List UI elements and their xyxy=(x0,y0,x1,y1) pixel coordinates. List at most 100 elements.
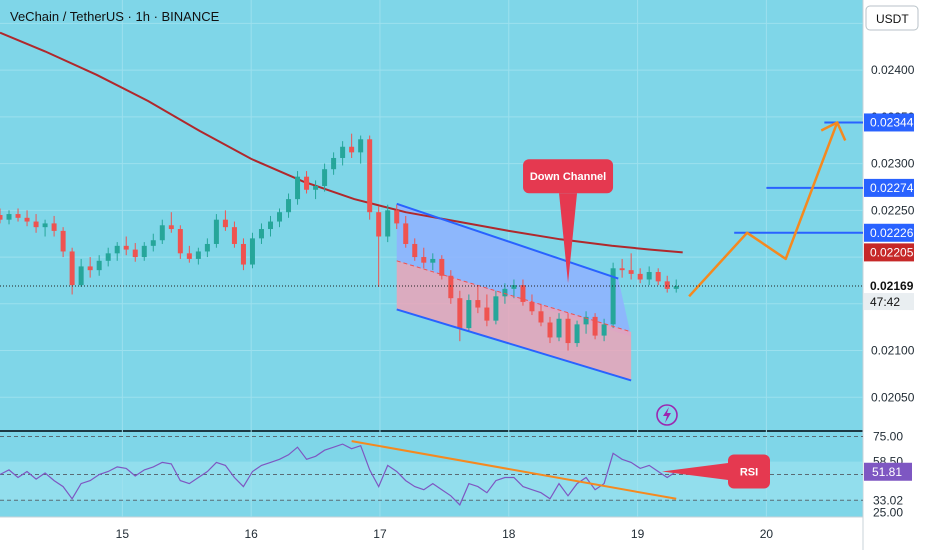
candle-body xyxy=(556,318,562,338)
candle-body xyxy=(286,199,292,213)
candle xyxy=(403,215,409,248)
price-axis-tick-label: 0.02050 xyxy=(871,390,915,404)
candle-body xyxy=(349,146,355,153)
candle-body xyxy=(258,229,264,239)
rsi-line xyxy=(0,443,677,506)
candle xyxy=(304,171,310,194)
candle-body xyxy=(655,272,661,282)
candle-body xyxy=(484,307,490,321)
candle xyxy=(105,247,111,267)
time-axis-tick-label: 16 xyxy=(244,527,258,541)
candle xyxy=(295,171,301,205)
candle-body xyxy=(529,301,535,312)
candle-body xyxy=(69,251,75,286)
candle-body xyxy=(493,296,499,321)
candle xyxy=(15,208,21,222)
chart-title: VeChain / TetherUS · 1h · BINANCE xyxy=(10,9,220,24)
rsi-axis-tick-label: 25.00 xyxy=(873,505,903,519)
rsi-callout: RSI xyxy=(662,454,770,489)
candle xyxy=(556,313,562,342)
candle xyxy=(277,208,283,228)
candle xyxy=(475,285,481,314)
price-tag: 0.02274 xyxy=(864,178,914,197)
candle xyxy=(249,232,255,269)
channel-middle-line xyxy=(396,260,632,333)
candle xyxy=(340,141,346,166)
rsi-value-tag-label: 51.81 xyxy=(872,465,902,479)
candle xyxy=(358,135,364,164)
candle-body xyxy=(412,243,418,258)
channel-lower-line xyxy=(396,308,632,382)
moving-average-line xyxy=(0,31,683,254)
candle xyxy=(421,247,427,269)
candle-body xyxy=(114,245,120,254)
candle xyxy=(267,215,273,237)
price-axis-tick-label: 0.02400 xyxy=(871,63,915,77)
pane-divider[interactable] xyxy=(0,430,863,432)
lightning-icon[interactable] xyxy=(656,404,678,426)
candle-body xyxy=(60,230,66,252)
candle xyxy=(150,233,156,252)
candle-body xyxy=(15,214,21,218)
candle xyxy=(177,225,183,259)
candle-body xyxy=(295,176,301,200)
candle-body xyxy=(96,260,102,271)
candle-body xyxy=(520,285,526,302)
candle xyxy=(159,219,165,244)
candle xyxy=(87,257,93,278)
candle xyxy=(574,320,580,347)
candle-body xyxy=(664,281,670,289)
candle-body xyxy=(213,219,219,244)
candle-body xyxy=(673,286,679,289)
price-tag-label: 0.02205 xyxy=(870,245,914,259)
price-axis-background xyxy=(863,0,932,550)
candle-body xyxy=(601,324,607,336)
candle-body xyxy=(322,169,328,187)
currency-button-box[interactable] xyxy=(865,5,919,31)
candle xyxy=(213,214,219,248)
price-tag-label: 0.02344 xyxy=(870,115,914,129)
channel-lower-fill xyxy=(396,260,632,381)
candle xyxy=(204,238,210,258)
candle-body xyxy=(150,240,156,246)
candle xyxy=(448,270,454,304)
candle-body xyxy=(583,316,589,325)
candle-body xyxy=(610,268,616,325)
price-tag-label: 0.02169 xyxy=(870,279,914,293)
candle xyxy=(258,223,264,244)
candle xyxy=(69,247,75,295)
rsi-callout-box xyxy=(728,454,770,489)
candle xyxy=(619,258,625,278)
candle xyxy=(42,219,48,237)
down-channel-callout: Down Channel xyxy=(523,159,614,284)
price-axis-tick-label: 0.02300 xyxy=(871,157,915,171)
candle xyxy=(231,221,237,248)
price-tag: 0.02226 xyxy=(864,223,914,242)
candle xyxy=(538,303,544,327)
candle xyxy=(96,255,102,276)
candle-body xyxy=(141,245,147,258)
candle-body xyxy=(340,146,346,158)
candle-body xyxy=(51,223,57,231)
currency-label[interactable]: USDT xyxy=(876,12,909,26)
candle-body xyxy=(123,245,129,250)
candle-body xyxy=(421,257,427,263)
candle xyxy=(484,294,490,327)
candle-body xyxy=(502,288,508,297)
candle-body xyxy=(637,273,643,280)
candle xyxy=(430,253,436,271)
candle-body xyxy=(87,266,93,271)
price-tag: 0.02169 47:42 xyxy=(864,277,914,312)
candle xyxy=(637,268,643,284)
candle-body xyxy=(448,275,454,299)
candle xyxy=(520,279,526,306)
candle-body xyxy=(222,219,228,228)
price-tag-box xyxy=(864,113,914,132)
candle-body xyxy=(159,225,165,241)
candle-body xyxy=(331,157,337,170)
candle xyxy=(664,275,670,293)
down-channel-label: Down Channel xyxy=(530,171,606,183)
time-axis-tick-label: 17 xyxy=(373,527,387,541)
